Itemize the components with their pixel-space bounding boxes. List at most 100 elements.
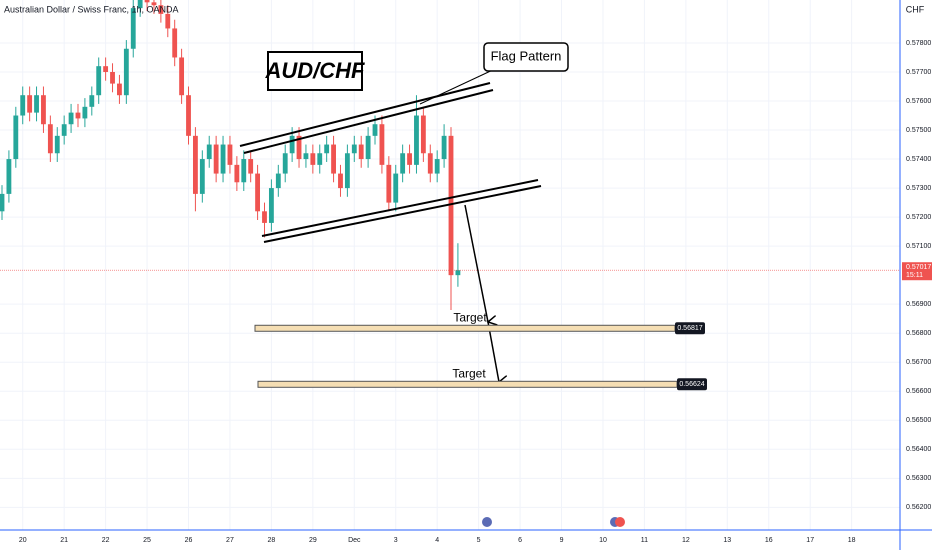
chart-title: Australian Dollar / Swiss Franc, 1h, OAN… [4, 4, 179, 14]
x-tick-label: 20 [19, 537, 27, 544]
candle-body [372, 124, 378, 136]
candle-body [344, 153, 350, 189]
target-value: 0.56624 [679, 381, 704, 388]
candle-body [448, 135, 454, 276]
candle-body [68, 112, 74, 125]
channel-line [243, 89, 494, 154]
candle-body [351, 144, 357, 154]
x-tick-label: 27 [226, 537, 234, 544]
candle-body [262, 211, 267, 223]
y-tick-label: 0.56700 [906, 359, 931, 366]
candle-body [393, 173, 399, 203]
y-tick-label: 0.56300 [906, 475, 931, 482]
candle-body [123, 48, 129, 96]
grid: 0.57800 0.57700 0.57600 0.57500 0.57400 0.573… [0, 0, 931, 544]
candle-body [186, 95, 191, 136]
candle-body [151, 2, 157, 6]
x-tick-label: 16 [765, 537, 773, 544]
target-value: 0.56817 [677, 325, 702, 332]
candle-body [414, 115, 419, 165]
pattern-label: Flag Pattern [491, 48, 562, 63]
arrow [487, 321, 499, 382]
candle-body [27, 95, 33, 113]
candle-body [137, 0, 143, 9]
y-tick-label: 0.56400 [906, 446, 931, 453]
currency-label: CHF [906, 4, 925, 14]
x-tick-label: Dec [348, 537, 361, 544]
y-tick-label: 0.57800 [906, 40, 931, 47]
x-tick-label: 21 [60, 537, 68, 544]
y-tick-label: 0.56800 [906, 330, 931, 337]
candle-body [0, 193, 5, 212]
candle-body [338, 173, 343, 189]
candle-body [275, 173, 281, 189]
candle-body [441, 135, 447, 160]
y-tick-label: 0.57500 [906, 127, 931, 134]
candle-body [6, 159, 12, 194]
candle-body [110, 71, 115, 84]
target-level [257, 380, 678, 388]
x-tick-label: 29 [309, 537, 317, 544]
candle-body [331, 144, 336, 174]
x-tick-label: 25 [143, 537, 151, 544]
y-tick-label: 0.56900 [906, 301, 931, 308]
y-tick-label: 0.56600 [906, 388, 931, 395]
candle-body [358, 144, 364, 160]
candle-body [282, 153, 288, 174]
candle-body [255, 173, 261, 212]
target-level [254, 324, 676, 332]
symbol-label: AUD/CHF [265, 58, 366, 83]
candle-body [427, 153, 433, 174]
candle-body [317, 153, 323, 165]
candle-body [407, 153, 412, 165]
channel-line [239, 82, 491, 147]
candle-body [61, 124, 67, 136]
symbol-box [267, 51, 363, 91]
candle-body [455, 270, 461, 276]
candle-body [220, 144, 226, 174]
y-tick-label: 0.56500 [906, 417, 931, 424]
candle-body [386, 164, 392, 203]
x-tick-label: 13 [723, 537, 731, 544]
candle-body [199, 159, 205, 194]
candle-body [103, 66, 109, 72]
x-tick-label: 5 [477, 537, 481, 544]
candle-body [227, 144, 233, 165]
candle-body [289, 135, 295, 154]
candle-body [130, 8, 136, 49]
price-badge-label: 0.57017 [906, 264, 931, 271]
arrow [464, 204, 488, 322]
x-tick-label: 18 [848, 537, 856, 544]
candle-body [379, 124, 385, 165]
candle-body [310, 153, 316, 165]
candle-body [54, 135, 60, 154]
y-tick-label: 0.57700 [906, 69, 931, 76]
candle-body [434, 159, 440, 174]
countdown-label: 15:11 [906, 272, 923, 279]
candle-body [296, 135, 302, 160]
candle-body [420, 115, 426, 154]
y-tick-label: 0.57300 [906, 185, 931, 192]
candle-body [213, 144, 219, 174]
candle-body [158, 5, 164, 14]
labels: Australian Dollar / Swiss Franc, 1h, OAN… [4, 4, 932, 391]
x-tick-label: 3 [394, 537, 398, 544]
candle-body [89, 95, 95, 107]
drawings [239, 42, 569, 382]
y-tick-label: 0.57600 [906, 98, 931, 105]
channel-line [261, 179, 539, 237]
candle-body [117, 83, 122, 96]
candle-body [206, 144, 212, 160]
candle-body [20, 95, 26, 116]
event-icon [615, 517, 625, 527]
plot [0, 0, 900, 310]
price-badge [902, 262, 932, 281]
candle-body [172, 28, 178, 58]
x-tick-label: 9 [560, 537, 564, 544]
callout-box [483, 42, 569, 72]
target-badge [675, 322, 705, 335]
candle-body [179, 57, 185, 96]
candle-body [13, 115, 19, 160]
